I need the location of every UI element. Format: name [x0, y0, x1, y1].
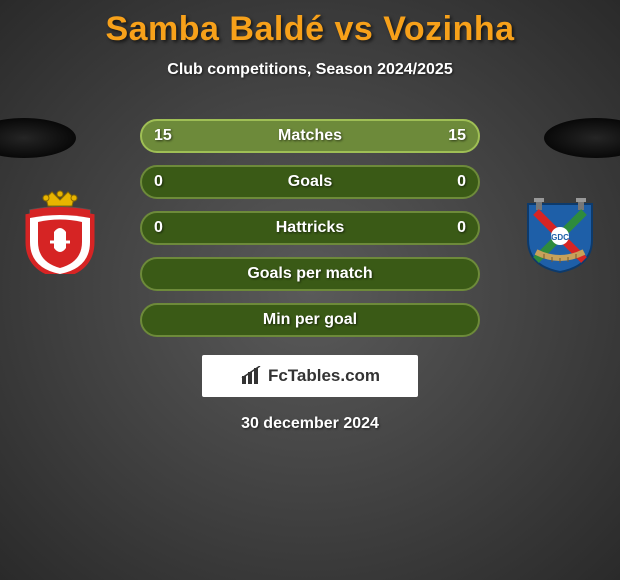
player1-silhouette	[0, 118, 76, 158]
stat-label: Goals per match	[247, 265, 372, 283]
player1-club-crest	[18, 190, 102, 274]
player1-column	[0, 118, 120, 274]
stat-left-value: 0	[154, 219, 163, 237]
stat-bar-min-per-goal: Min per goal	[140, 303, 480, 337]
player1-name: Samba Baldé	[105, 10, 324, 48]
player2-column: GDC	[500, 118, 620, 274]
stat-right-value: 0	[457, 219, 466, 237]
date-text: 30 december 2024	[0, 415, 620, 433]
stat-left-value: 15	[154, 127, 172, 145]
player2-club-crest: GDC	[518, 190, 602, 274]
svg-text:GDC: GDC	[551, 233, 569, 242]
stat-left-value: 0	[154, 173, 163, 191]
stat-bar-goals-per-match: Goals per match	[140, 257, 480, 291]
bar-chart-icon	[240, 366, 264, 386]
stat-label: Min per goal	[263, 311, 357, 329]
stat-label: Hattricks	[276, 219, 344, 237]
stat-bars: 15 Matches 15 0 Goals 0 0 Hattricks 0 Go…	[140, 119, 480, 337]
stat-right-value: 15	[448, 127, 466, 145]
stat-label: Matches	[278, 127, 342, 145]
player2-name: Vozinha	[383, 10, 514, 48]
stat-bar-goals: 0 Goals 0	[140, 165, 480, 199]
player2-silhouette	[544, 118, 620, 158]
stat-right-value: 0	[457, 173, 466, 191]
vs-text: vs	[334, 10, 373, 48]
stat-bar-matches: 15 Matches 15	[140, 119, 480, 153]
subtitle: Club competitions, Season 2024/2025	[0, 61, 620, 79]
stat-label: Goals	[288, 173, 332, 191]
brand-box: FcTables.com	[202, 355, 418, 397]
brand-text: FcTables.com	[268, 366, 380, 386]
stat-bar-hattricks: 0 Hattricks 0	[140, 211, 480, 245]
crown-icon	[43, 191, 77, 206]
page-title: Samba Baldé vs Vozinha	[0, 0, 620, 49]
